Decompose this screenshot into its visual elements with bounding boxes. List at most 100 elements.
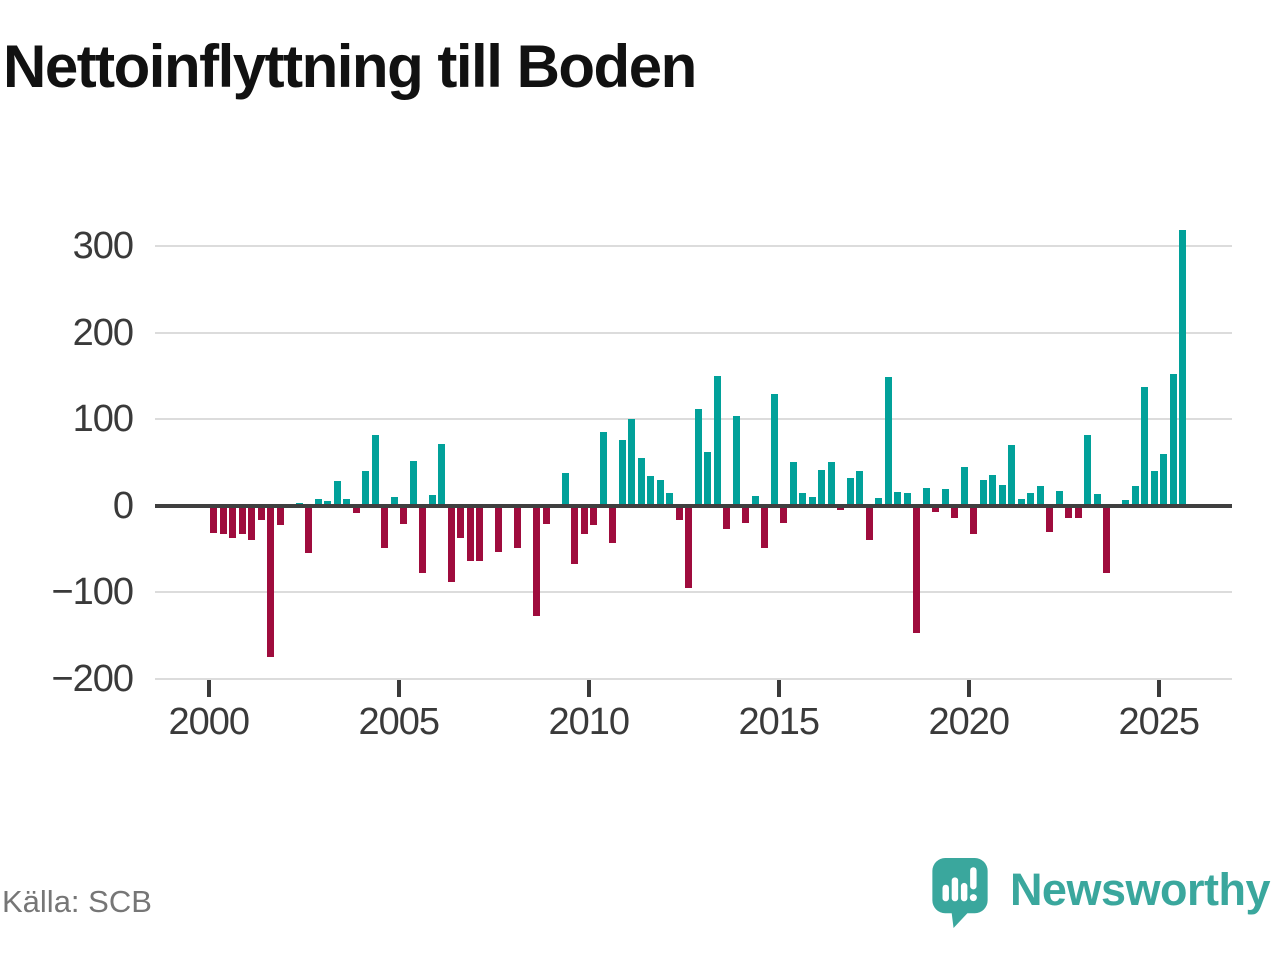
x-tick-mark-2005 (396, 680, 401, 697)
bar-2020Q4 (998, 484, 1006, 506)
bar-2013Q4 (732, 415, 740, 506)
bar-2010Q2 (599, 431, 607, 506)
bar-2001Q3 (267, 505, 274, 657)
bar-2021Q2 (1017, 499, 1025, 506)
bar-2009Q4 (580, 505, 588, 535)
logo-exclamation-icon (970, 867, 977, 890)
bar-2021Q3 (1027, 493, 1034, 506)
bar-2013Q2 (713, 375, 721, 506)
bar-2012Q2 (675, 505, 683, 521)
bar-2013Q1 (704, 451, 711, 506)
bar-2016Q4 (846, 477, 854, 506)
bar-2019Q4 (960, 467, 968, 506)
bar-2014Q3 (761, 505, 768, 548)
bar-2001Q2 (257, 505, 265, 521)
y-tick-label: 200 (72, 311, 134, 354)
bar-2025Q2 (1169, 374, 1177, 506)
bar-2016Q3 (837, 505, 844, 510)
bar-2005Q1 (400, 505, 407, 524)
bar-2008Q4 (542, 505, 550, 524)
bar-2012Q4 (694, 409, 702, 506)
bar-2005Q2 (409, 460, 417, 506)
x-tick-label: 2010 (548, 701, 630, 743)
bar-2007Q1 (476, 505, 483, 561)
bar-2022Q1 (1046, 505, 1053, 533)
logo-bar-icon (942, 884, 949, 902)
x-tick-label: 2000 (168, 701, 250, 743)
bar-2018Q3 (913, 505, 920, 633)
bar-2000Q3 (229, 505, 236, 539)
bar-2015Q2 (789, 462, 797, 506)
zero-axis-line (155, 503, 1232, 508)
bar-2011Q2 (637, 457, 645, 506)
bar-2012Q3 (685, 505, 692, 588)
bar-2005Q3 (419, 505, 426, 573)
x-tick-mark-2015 (776, 680, 781, 697)
gridline--100 (155, 591, 1232, 593)
bar-2006Q1 (438, 444, 445, 506)
bar-2023Q2 (1093, 494, 1101, 506)
y-tick-label: −200 (51, 657, 134, 700)
bar-2005Q4 (428, 495, 436, 506)
bar-2011Q4 (656, 479, 664, 506)
bar-2003Q1 (324, 501, 331, 506)
bar-2004Q2 (371, 434, 379, 506)
bar-2016Q1 (818, 470, 825, 506)
bar-2017Q3 (875, 497, 882, 506)
bar-2006Q2 (447, 505, 455, 583)
bar-2008Q3 (533, 505, 540, 617)
gridline-100 (155, 418, 1232, 420)
bar-2022Q3 (1065, 505, 1072, 518)
bar-2003Q3 (343, 499, 350, 506)
bar-2006Q3 (457, 505, 464, 539)
bar-2019Q2 (941, 489, 949, 506)
bar-2006Q4 (466, 505, 474, 561)
bar-2018Q1 (894, 491, 901, 506)
newsworthy-logo-text: Newsworthy (1009, 864, 1271, 915)
bar-2018Q4 (922, 488, 930, 506)
bar-2003Q2 (333, 481, 341, 506)
bar-2017Q2 (865, 505, 873, 541)
bar-2018Q2 (903, 493, 911, 506)
bar-2001Q1 (248, 505, 255, 541)
y-tick-label: 100 (72, 398, 134, 440)
bar-2021Q1 (1008, 444, 1015, 506)
bar-2011Q3 (647, 476, 654, 506)
x-tick-mark-2010 (586, 680, 591, 697)
bar-2004Q1 (362, 470, 369, 506)
bar-2000Q2 (219, 505, 227, 535)
y-tick-label: 300 (72, 225, 134, 267)
bar-2019Q3 (951, 505, 958, 518)
bar-2014Q4 (770, 393, 778, 506)
bar-2017Q1 (856, 470, 863, 506)
bar-2023Q3 (1103, 505, 1110, 573)
x-tick-label: 2015 (738, 701, 820, 743)
y-tick-label: −100 (51, 571, 134, 613)
bar-2001Q4 (276, 505, 284, 526)
bar-2022Q4 (1074, 505, 1082, 519)
bar-2009Q3 (571, 505, 578, 565)
logo-bar-icon (960, 882, 968, 902)
bar-2021Q4 (1036, 485, 1044, 506)
bar-2010Q4 (618, 439, 626, 506)
newsworthy-logo-icon (932, 858, 988, 928)
bar-2008Q1 (514, 505, 521, 548)
bar-2002Q4 (314, 498, 322, 506)
bar-2007Q3 (495, 505, 502, 553)
bar-2012Q1 (666, 493, 673, 506)
logo-bar-icon (951, 877, 959, 902)
bar-2009Q2 (561, 473, 569, 506)
chart-title: Nettoinflyttning till Boden (3, 33, 697, 100)
bar-2022Q2 (1055, 490, 1063, 506)
bar-2010Q1 (590, 505, 597, 525)
bar-2000Q1 (210, 505, 217, 534)
newsworthy-branding: Newsworthy (932, 858, 1271, 928)
bar-2024Q4 (1150, 470, 1158, 506)
bar-2015Q3 (799, 492, 806, 506)
gridline-200 (155, 331, 1232, 334)
x-tick-label: 2005 (358, 701, 440, 743)
bar-2015Q1 (780, 505, 787, 523)
x-tick-label: 2020 (928, 701, 1010, 743)
